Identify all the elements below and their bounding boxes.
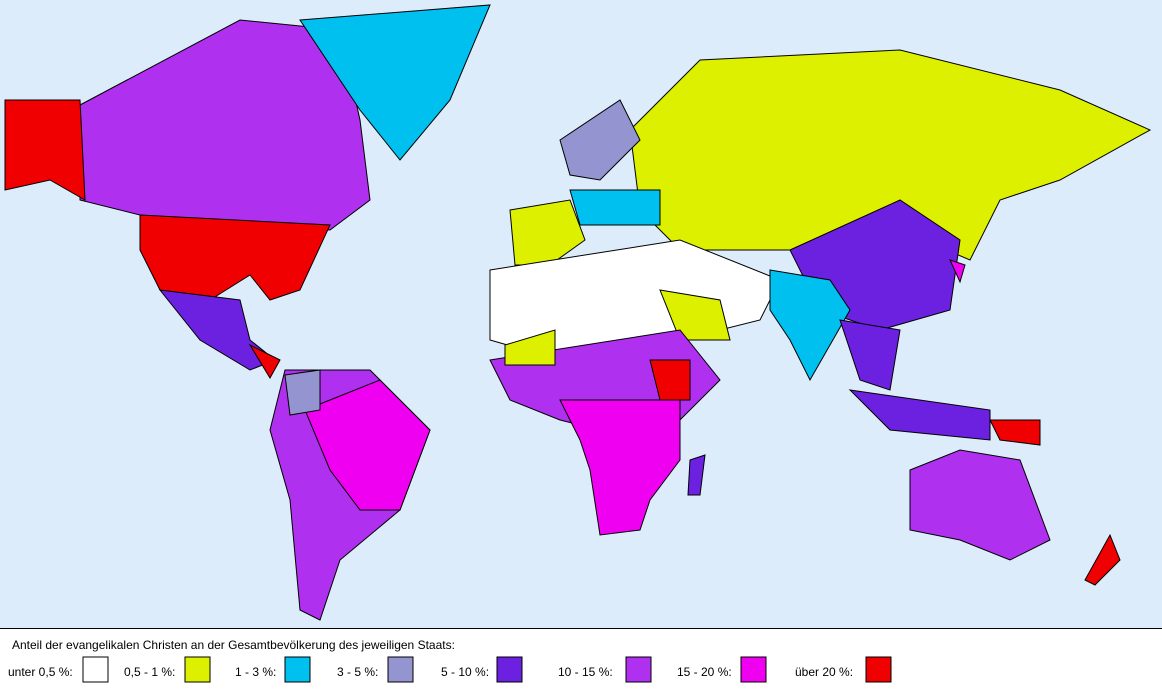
legend-swatch: [387, 656, 414, 683]
india: [769, 269, 851, 382]
greenland: [299, 4, 491, 161]
legend-label: 5 - 10 %:: [441, 665, 489, 679]
legend-swatch: [625, 656, 652, 683]
legend-label: 3 - 5 %:: [337, 665, 378, 679]
korea: [949, 259, 966, 284]
new-zealand: [1084, 533, 1121, 586]
central-america: [248, 343, 281, 379]
legend-swatch: [865, 656, 892, 683]
saudi-arabia: [659, 289, 731, 341]
west-africa: [504, 329, 556, 366]
alaska: [4, 99, 86, 201]
central-europe: [569, 189, 661, 226]
legend-swatch: [82, 656, 109, 683]
usa: [139, 214, 331, 301]
brazil: [304, 379, 431, 511]
legend-title: Anteil der evangelikalen Christen an der…: [12, 638, 455, 652]
southern-africa: [559, 399, 681, 536]
papua-new-guinea: [989, 419, 1041, 446]
legend: unter 0,5 %: 0,5 - 1 %: 1 - 3 %: 3 - 5 %: 5 …: [8, 656, 892, 683]
legend-label: 15 - 20 %:: [677, 665, 732, 679]
indonesia: [848, 389, 991, 441]
legend-swatch: [184, 656, 211, 683]
legend-swatch: [740, 656, 767, 683]
southeast-asia: [839, 319, 901, 391]
legend-label: über 20 %:: [795, 665, 853, 679]
countries: [4, 4, 1152, 621]
australia: [909, 449, 1051, 561]
legend-label: 1 - 3 %:: [235, 665, 276, 679]
legend-swatch: [284, 656, 311, 683]
legend-label: unter 0,5 %:: [8, 665, 73, 679]
legend-label: 10 - 15 %:: [558, 665, 613, 679]
western-europe: [509, 199, 586, 266]
scandinavia: [559, 99, 641, 181]
legend-swatch: [496, 656, 523, 683]
colombia: [284, 369, 321, 416]
legend-label: 0,5 - 1 %:: [124, 665, 175, 679]
ethiopia: [649, 359, 691, 401]
canada: [79, 19, 371, 231]
madagascar: [687, 454, 706, 496]
